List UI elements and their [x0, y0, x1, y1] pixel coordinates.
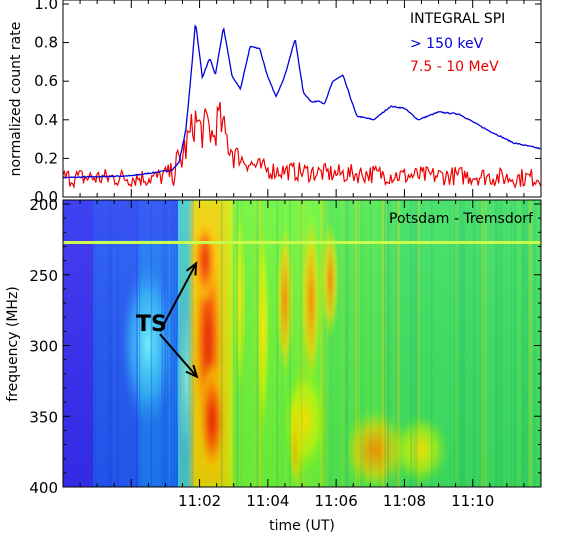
legend-entry-150kev: > 150 keV [410, 36, 484, 52]
x-tick-label: 11:04 [246, 492, 289, 510]
legend-entry-7.5-10mev: 7.5 - 10 MeV [410, 59, 499, 75]
series-line-150kev [63, 24, 541, 179]
spectrogram-image [63, 200, 541, 487]
y-tick-label: 0.2 [34, 149, 58, 167]
lightcurve-panel: 0.0 0.2 0.4 0.6 0.8 1.0 normalized count rate… [8, 0, 542, 206]
ts-arrow-head-2 [185, 364, 199, 379]
lightcurve-x-ticks [62, 0, 542, 197]
lightcurve-y-axis-label: normalized count rate [8, 22, 24, 177]
y-tick-label: 0.0 [34, 188, 58, 206]
spectrogram-panel: 200 250 300 350 400 11:02 11:04 11:06 11:08 11:1… [5, 196, 542, 534]
x-tick-label: 11:08 [383, 492, 426, 510]
y-tick-label: 250 [29, 267, 58, 285]
x-tick-label: 11:10 [451, 492, 494, 510]
spectrogram-title: Potsdam - Tremsdorf [389, 211, 534, 227]
legend-title: INTEGRAL SPI [410, 11, 505, 27]
spectrogram-y-axis-label: frequency (MHz) [5, 286, 21, 402]
y-tick-label: 0.8 [34, 34, 58, 52]
ts-annotation: TS [136, 312, 167, 337]
y-tick-label: 300 [29, 338, 58, 356]
ts-arrow-head-1 [185, 261, 198, 276]
y-tick-label: 1.0 [34, 0, 58, 13]
spectrogram-y-ticks: 200 250 300 350 400 [29, 196, 541, 497]
ts-arrow-shaft-1 [159, 262, 198, 332]
y-tick-label: 0.6 [34, 72, 58, 90]
spectrogram-x-ticks: 11:02 11:04 11:06 11:08 11:10 [62, 200, 542, 510]
y-tick-label: 350 [29, 408, 58, 426]
y-tick-label: 200 [29, 196, 58, 214]
x-axis-label: time (UT) [269, 518, 335, 534]
ts-arrow-shaft-2 [159, 333, 198, 378]
lightcurve-y-ticks: 0.0 0.2 0.4 0.6 0.8 1.0 [34, 0, 541, 206]
lightcurve-frame [62, 0, 542, 198]
series-line-7.5-10mev [63, 101, 541, 190]
x-tick-label: 11:02 [178, 492, 221, 510]
ts-arrows [159, 261, 199, 379]
y-tick-label: 0.4 [34, 111, 58, 129]
x-tick-label: 11:06 [315, 492, 358, 510]
y-tick-label: 400 [29, 479, 58, 497]
